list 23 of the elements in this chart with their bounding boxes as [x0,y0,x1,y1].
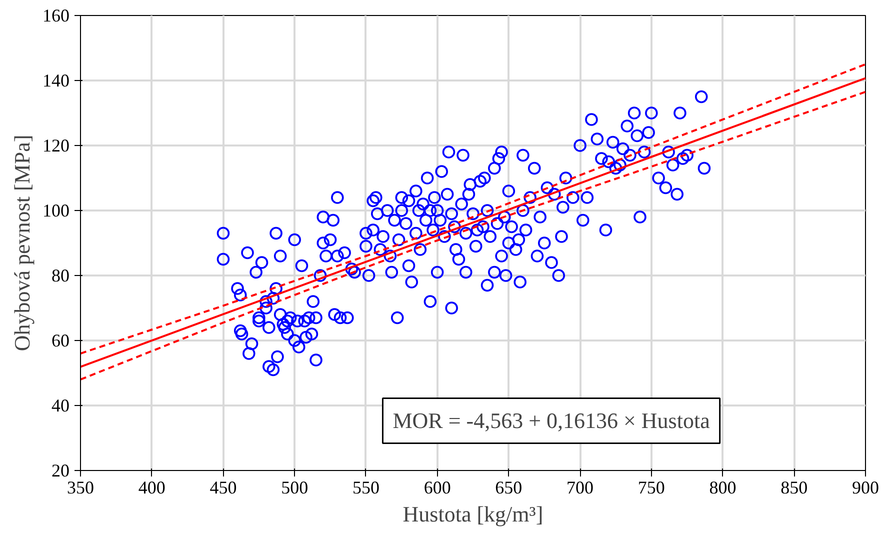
y-tick-label: 160 [42,6,70,26]
y-tick-label: 40 [52,396,70,416]
y-tick-label: 120 [42,136,70,156]
annotation: MOR = -4,563 + 0,16136 × Hustota [392,408,710,434]
y-tick-label: 140 [42,70,70,90]
x-tick-label: 900 [852,478,879,498]
x-axis-title: Hustota [kg/m³] [402,502,544,526]
y-tick-label: 80 [52,266,70,286]
x-tick-label: 500 [281,478,308,498]
x-tick-label: 350 [67,478,94,498]
y-tick-label: 60 [52,330,70,350]
x-tick-label: 600 [424,478,451,498]
x-tick-label: 850 [780,478,808,498]
x-tick-label: 450 [210,478,237,498]
x-tick-label: 700 [566,478,594,498]
x-tick-label: 650 [495,478,522,498]
y-axis-title: Ohybová pevnost [MPa] [10,134,34,352]
x-tick-label: 800 [709,478,736,498]
x-tick-label: 550 [352,478,380,498]
y-tick-label: 20 [52,460,70,480]
y-tick-label: 100 [42,200,70,220]
x-tick-label: 400 [138,478,166,498]
x-tick-label: 750 [638,478,665,498]
